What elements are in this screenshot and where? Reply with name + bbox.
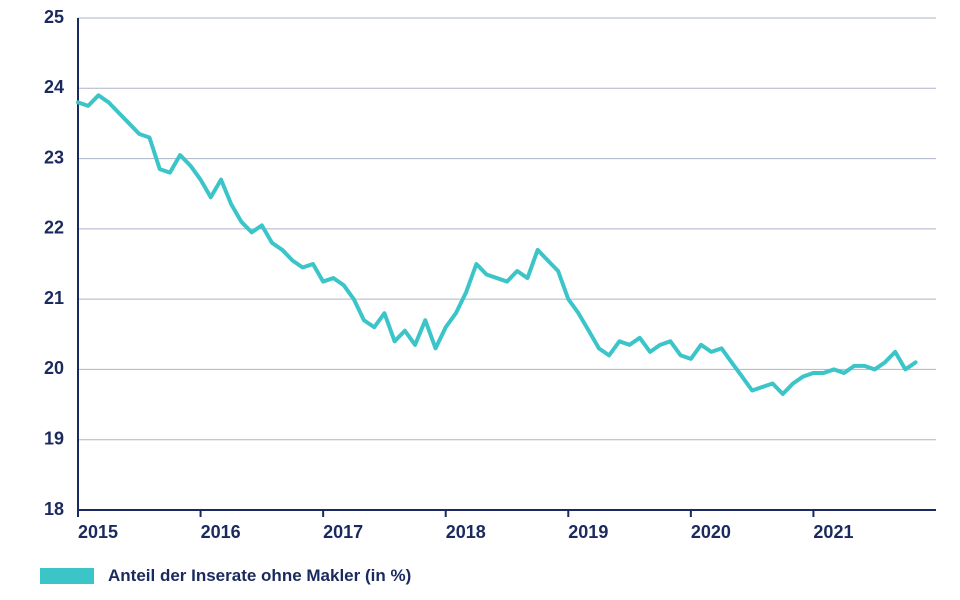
y-tick-label: 23 [44, 147, 64, 167]
y-tick-label: 19 [44, 428, 64, 448]
legend: Anteil der Inserate ohne Makler (in %) [40, 566, 411, 586]
x-tick-label: 2020 [691, 522, 731, 542]
legend-label: Anteil der Inserate ohne Makler (in %) [108, 566, 411, 586]
x-tick-label: 2016 [201, 522, 241, 542]
x-tick-label: 2018 [446, 522, 486, 542]
series-line [78, 95, 916, 394]
y-tick-label: 24 [44, 77, 64, 97]
x-tick-label: 2015 [78, 522, 118, 542]
y-tick-label: 22 [44, 218, 64, 238]
chart-svg: 1819202122232425201520162017201820192020… [0, 0, 960, 600]
x-tick-label: 2021 [813, 522, 853, 542]
line-chart: 1819202122232425201520162017201820192020… [0, 0, 960, 600]
y-tick-label: 25 [44, 7, 64, 27]
legend-swatch [40, 568, 94, 584]
y-tick-label: 21 [44, 288, 64, 308]
y-tick-label: 20 [44, 358, 64, 378]
x-tick-label: 2019 [568, 522, 608, 542]
x-tick-label: 2017 [323, 522, 363, 542]
y-tick-label: 18 [44, 499, 64, 519]
